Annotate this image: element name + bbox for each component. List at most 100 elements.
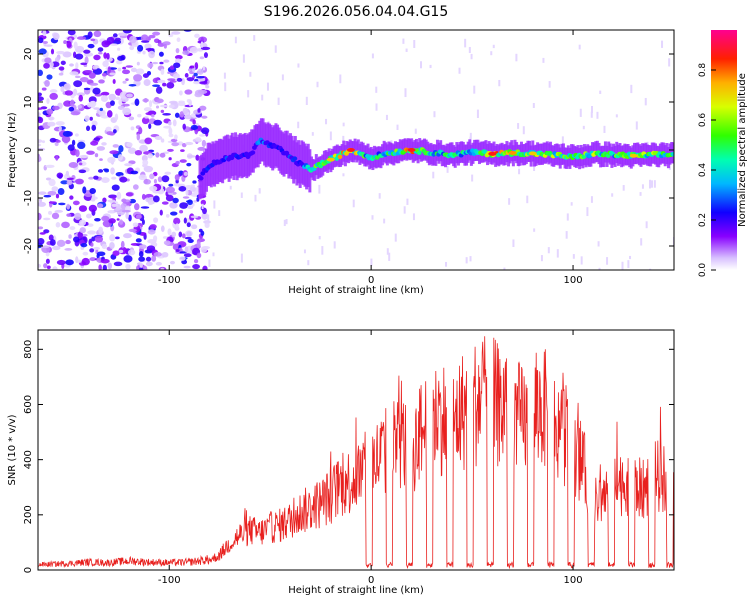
heatmap-noise-blob — [186, 205, 194, 209]
heatmap-speckle — [402, 38, 405, 44]
heatmap-noise-blob — [106, 52, 110, 60]
heatmap-speckle — [606, 257, 609, 265]
heatmap-noise-blob — [69, 71, 79, 76]
heatmap-speckle — [473, 85, 476, 94]
heatmap-noise-blob — [189, 186, 197, 192]
heatmap-noise-blob — [135, 68, 145, 75]
heatmap-speckle — [305, 96, 308, 106]
heatmap-noise-blob — [180, 149, 185, 153]
heatmap-noise-blob — [141, 40, 150, 43]
heatmap-noise-blob — [119, 176, 128, 183]
heatmap-noise-blob — [138, 126, 143, 135]
heatmap-noise-blob — [173, 73, 180, 79]
heatmap-noise-blob — [54, 141, 59, 147]
heatmap-speckle — [611, 193, 614, 197]
heatmap-speckle — [458, 67, 461, 74]
heatmap-noise-blob — [102, 197, 107, 203]
heatmap-ridge-cell — [292, 156, 298, 161]
heatmap-noise-blob — [110, 167, 115, 175]
heatmap-noise-blob — [107, 66, 111, 74]
heatmap-speckle — [597, 241, 600, 247]
heatmap-noise-blob — [55, 121, 65, 126]
heatmap-noise-blob — [109, 72, 116, 76]
heatmap-noise-blob — [168, 100, 178, 104]
heatmap-noise-blob — [83, 49, 91, 54]
heatmap-noise-blob — [42, 40, 48, 44]
heatmap-noise-blob — [130, 126, 135, 131]
heatmap-speckle — [316, 81, 319, 88]
heatmap-noise-blob — [85, 213, 92, 219]
heatmap-noise-blob — [136, 61, 140, 66]
heatmap-noise-blob — [132, 222, 139, 228]
heatmap-ridge-halo — [309, 156, 313, 178]
spectrogram-x-tick-label: 0 — [368, 275, 374, 286]
heatmap-noise-blob — [168, 157, 172, 161]
heatmap-speckle — [386, 248, 389, 255]
heatmap-speckle — [512, 239, 515, 247]
heatmap-noise-blob — [80, 62, 88, 66]
heatmap-noise-blob — [152, 195, 160, 203]
heatmap-ridge-cell — [198, 176, 204, 181]
heatmap-speckle — [433, 111, 436, 118]
heatmap-noise-blob — [155, 261, 162, 266]
heatmap-noise-blob — [192, 180, 197, 184]
heatmap-noise-blob — [130, 170, 139, 175]
heatmap-noise-blob — [102, 60, 109, 67]
heatmap-noise-blob — [121, 198, 127, 203]
heatmap-noise-blob — [112, 250, 120, 256]
heatmap-noise-blob — [116, 60, 123, 65]
heatmap-ridge-halo — [206, 142, 210, 187]
heatmap-noise-blob — [100, 258, 110, 264]
heatmap-noise-blob — [97, 47, 104, 52]
heatmap-peak — [407, 148, 416, 152]
heatmap-speckle — [201, 203, 204, 210]
heatmap-noise-blob — [93, 175, 99, 180]
heatmap-speckle — [508, 198, 511, 205]
heatmap-speckle — [339, 74, 342, 84]
heatmap-noise-blob — [196, 252, 202, 259]
heatmap-noise-blob — [122, 30, 132, 34]
heatmap-noise-blob — [183, 265, 191, 269]
heatmap-noise-blob — [142, 50, 146, 55]
heatmap-noise-blob — [91, 192, 96, 199]
heatmap-speckle — [533, 166, 536, 171]
heatmap-speckle — [646, 141, 649, 147]
heatmap-noise-blob — [171, 142, 180, 147]
heatmap-speckle — [445, 261, 448, 267]
snr-series-line — [38, 336, 674, 570]
heatmap-noise-blob — [48, 201, 57, 204]
snr-y-tick-label: 200 — [23, 505, 34, 524]
heatmap-noise-blob — [122, 80, 127, 84]
heatmap-speckle — [465, 257, 468, 264]
heatmap-noise-blob — [143, 107, 152, 112]
heatmap-speckle — [572, 254, 575, 259]
heatmap-noise-blob — [94, 235, 104, 243]
heatmap-speckle — [394, 233, 397, 242]
heatmap-speckle — [603, 125, 606, 133]
heatmap-noise-blob — [56, 259, 66, 266]
heatmap-noise-blob — [117, 47, 121, 51]
heatmap-noise-layer — [38, 30, 674, 270]
heatmap-speckle — [492, 44, 495, 49]
heatmap-noise-blob — [52, 245, 61, 251]
heatmap-noise-blob — [38, 238, 45, 245]
heatmap-noise-blob — [93, 54, 101, 61]
heatmap-noise-blob — [78, 162, 83, 166]
heatmap-noise-blob — [48, 178, 56, 187]
heatmap-noise-blob — [155, 86, 163, 94]
heatmap-noise-blob — [193, 80, 201, 85]
heatmap-peak — [488, 151, 497, 156]
heatmap-noise-blob — [102, 264, 107, 270]
heatmap-noise-blob — [118, 99, 123, 106]
heatmap-noise-blob — [75, 256, 79, 264]
heatmap-speckle — [388, 252, 391, 261]
heatmap-speckle — [297, 121, 300, 129]
heatmap-speckle — [202, 66, 205, 71]
heatmap-ridge-halo — [453, 146, 457, 168]
heatmap-speckle — [627, 260, 630, 268]
heatmap-noise-blob — [161, 251, 169, 258]
heatmap-speckle — [590, 111, 593, 118]
heatmap-noise-blob — [145, 256, 152, 262]
heatmap-noise-blob — [199, 81, 208, 85]
